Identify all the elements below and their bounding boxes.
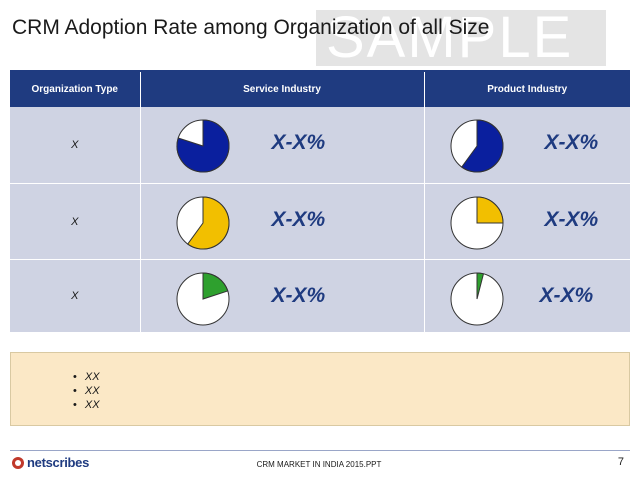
header-organization-type: Organization Type	[10, 72, 141, 107]
service-percentage: X-X%	[271, 131, 326, 154]
product-pie-chart	[450, 119, 503, 173]
table-row: X X-X% X-X%	[10, 183, 630, 260]
service-cell: X-X%	[140, 259, 425, 333]
footer-divider	[10, 450, 630, 451]
service-pie-chart	[176, 119, 229, 173]
pie-slice	[176, 119, 229, 173]
org-type-cell: X	[10, 259, 141, 333]
product-percentage: X-X%	[544, 208, 599, 231]
notes-list: XX XX XX	[73, 370, 100, 412]
table-row: X X-X% X-X%	[10, 259, 630, 333]
product-cell: X-X%	[424, 107, 630, 184]
org-type-cell: X	[10, 107, 141, 184]
notes-box: XX XX XX	[10, 352, 630, 426]
header-product-industry: Product Industry	[424, 72, 630, 107]
product-pie-chart	[450, 272, 503, 326]
pie-slice	[476, 196, 504, 224]
watermark-text: SAMPLE	[326, 10, 574, 66]
page-number: 7	[617, 456, 624, 468]
footer-filename: CRM MARKET IN INDIA 2015.PPT	[256, 460, 382, 469]
slide-title: CRM Adoption Rate among Organization of …	[12, 16, 490, 39]
list-item: XX	[73, 370, 100, 384]
pie-slice	[186, 196, 229, 250]
service-percentage: X-X%	[271, 208, 326, 231]
service-cell: X-X%	[140, 107, 425, 184]
service-pie-chart	[176, 272, 229, 326]
table-row: X X-X% X-X%	[10, 107, 630, 184]
service-cell: X-X%	[140, 183, 425, 260]
product-percentage: X-X%	[544, 131, 599, 154]
service-percentage: X-X%	[271, 284, 326, 307]
product-cell: X-X%	[424, 183, 630, 260]
adoption-table: Organization Type Service Industry Produ…	[10, 72, 630, 333]
logo-text: netscribes	[27, 455, 90, 470]
table-header-row: Organization Type Service Industry Produ…	[10, 72, 630, 107]
list-item: XX	[73, 384, 100, 398]
service-pie-chart	[176, 196, 229, 250]
header-service-industry: Service Industry	[140, 72, 425, 107]
logo-icon	[12, 456, 24, 469]
list-item: XX	[73, 398, 100, 412]
pie-slice	[460, 119, 503, 173]
pie-slice	[202, 272, 228, 300]
product-cell: X-X%	[424, 259, 630, 333]
product-percentage: X-X%	[539, 284, 594, 307]
product-pie-chart	[450, 196, 504, 250]
org-type-cell: X	[10, 183, 141, 260]
netscribes-logo: netscribes	[12, 455, 89, 470]
sample-watermark: SAMPLE	[316, 10, 606, 66]
pie-slice	[476, 272, 484, 300]
title-divider	[10, 70, 630, 72]
